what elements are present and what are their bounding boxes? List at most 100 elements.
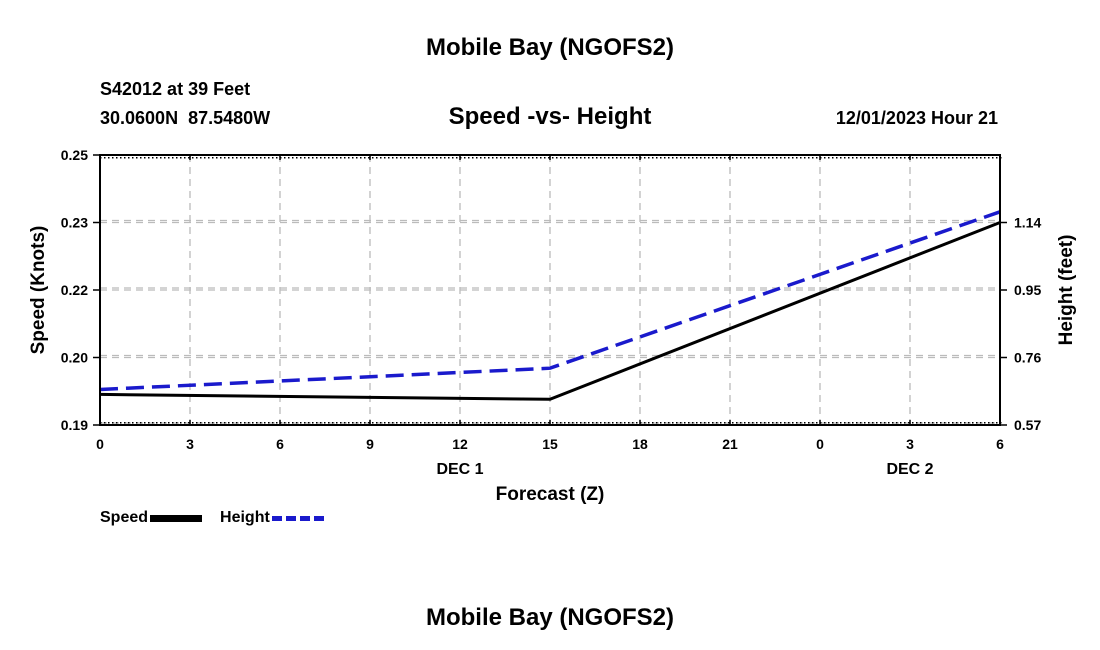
bottom-border-dot [608,422,610,424]
top-border-dot [456,157,458,159]
top-border-dot [372,157,374,159]
top-border-dot [556,157,558,159]
x-tick-label: 3 [906,436,914,452]
bottom-border-dot [884,422,886,424]
bottom-border-dot [736,422,738,424]
bottom-border-dot [984,422,986,424]
bottom-border-dot [232,422,234,424]
y2-tick-label: 0.57 [1014,417,1041,433]
bottom-border-dot [472,422,474,424]
bottom-border-dot [700,422,702,424]
top-border-dot [408,157,410,159]
top-border-dot [828,157,830,159]
top-border-dot [616,157,618,159]
bottom-border-dot [112,422,114,424]
top-border-dot [972,157,974,159]
top-border-dot [748,157,750,159]
top-border-dot [940,157,942,159]
top-border-dot [688,157,690,159]
top-border-dot [320,157,322,159]
top-border-dot [276,157,278,159]
bottom-border-dot [400,422,402,424]
bottom-border-dot [912,422,914,424]
bottom-border-dot [928,422,930,424]
bottom-border-dot [204,422,206,424]
top-border-dot [504,157,506,159]
top-border-dot [288,157,290,159]
bottom-border-dot [812,422,814,424]
top-border-dot [964,157,966,159]
chart-title: Speed -vs- Height [449,103,652,130]
bottom-border-dot [340,422,342,424]
bottom-border-dot [548,422,550,424]
bottom-border-dot [324,422,326,424]
top-border-dot [308,157,310,159]
top-border-dot [988,157,990,159]
top-border-dot [324,157,326,159]
top-border-dot [596,157,598,159]
top-border-dot [344,157,346,159]
bottom-border-dot [824,422,826,424]
top-border-dot [612,157,614,159]
top-border-dot [424,157,426,159]
bottom-border-dot [512,422,514,424]
bottom-border-dot [816,422,818,424]
bottom-border-dot [960,422,962,424]
bottom-border-dot [588,422,590,424]
bottom-border-dot [964,422,966,424]
top-border-dot [580,157,582,159]
top-border-dot [412,157,414,159]
x-tick-label: 0 [96,436,104,452]
bottom-border-dot [164,422,166,424]
bottom-border-dot [752,422,754,424]
top-border-dot [644,157,646,159]
bottom-border-dot [624,422,626,424]
top-border-dot [540,157,542,159]
x-tick-label: 9 [366,436,374,452]
top-border-dot [608,157,610,159]
bottom-border-dot [188,422,190,424]
top-border-dot [316,157,318,159]
series-line-speed [99,221,1001,401]
bottom-border-dot [508,422,510,424]
top-border-dot [844,157,846,159]
bottom-border-dot [492,422,494,424]
top-border-dot [700,157,702,159]
bottom-border-dot [524,422,526,424]
top-border-dot [732,157,734,159]
bottom-border-dot [404,422,406,424]
top-border-dot [708,157,710,159]
bottom-border-dot [288,422,290,424]
bottom-border-dot [160,422,162,424]
bottom-border-dot [332,422,334,424]
bottom-border-dot [424,422,426,424]
bottom-border-dot [476,422,478,424]
bottom-border-dot [376,422,378,424]
y2-axis-label: Height (feet) [1056,235,1077,346]
top-border-dot [592,157,594,159]
bottom-border-dot [744,422,746,424]
bottom-border-dot [716,422,718,424]
top-border-dot [348,157,350,159]
top-border-dot [960,157,962,159]
bottom-border-dot [636,422,638,424]
top-border-dot [528,157,530,159]
top-border-dot [176,157,178,159]
bottom-border-dot [632,422,634,424]
top-border-dot [440,157,442,159]
top-border-dot [340,157,342,159]
x-day-label: DEC 1 [436,461,483,478]
top-border-dot [932,157,934,159]
top-border-dot [912,157,914,159]
bottom-border-dot [440,422,442,424]
top-border-dot [128,157,130,159]
top-border-dot [172,157,174,159]
bottom-border-dot [892,422,894,424]
bottom-border-dot [104,422,106,424]
bottom-border-dot [576,422,578,424]
top-border-dot [544,157,546,159]
bottom-border-dot [336,422,338,424]
bottom-border-dot [264,422,266,424]
bottom-border-dot [980,422,982,424]
top-border-dot [328,157,330,159]
